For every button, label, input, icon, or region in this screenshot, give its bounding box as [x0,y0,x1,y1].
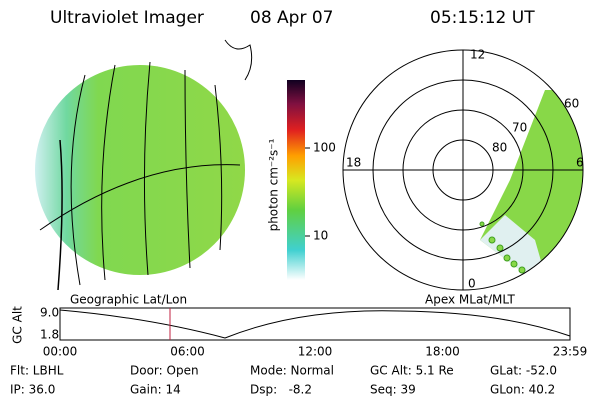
info-field: Gain: 14 [130,383,181,397]
mlt-label: 6 [576,156,584,170]
info-field: Dsp: -8.2 [250,383,312,397]
time: 05:15:12 UT [430,8,535,28]
timeline-ytick: 9.0 [40,306,59,320]
header: Ultraviolet Imager 08 Apr 07 05:15:12 UT [50,8,535,28]
info-field: GC Alt: 5.1 Re [370,364,454,378]
info-field: Flt: LBHL [10,364,64,378]
colorbar-tick: 10 [313,229,328,243]
timeline-xtick: 23:59 [553,345,588,359]
info-panel: Flt: LBHL Door: Open Mode: Normal GC Alt: 5… [10,364,557,397]
date: 08 Apr 07 [250,8,333,28]
mlt-label: 18 [346,156,361,170]
timeline-ylabel: GC Alt [11,306,25,344]
polar-plot: 12 18 6 0 60 70 80 [342,48,584,291]
title: Ultraviolet Imager [50,8,204,28]
info-field: Seq: 39 [370,383,416,397]
mlt-label: 0 [468,277,476,291]
info-field: GLon: 40.2 [490,383,555,397]
timeline: GC Alt 9.0 1.8 00:00 06:00 12:00 18:00 23:59 [11,306,588,359]
timeline-ytick: 1.8 [40,328,59,342]
timeline-xtick: 00:00 [43,345,78,359]
panel-label: Geographic Lat/Lon [70,293,187,307]
mlat-label: 80 [492,141,507,155]
panel-label: Apex MLat/MLT [425,293,515,307]
colorbar-tick: 100 [313,141,336,155]
info-field: GLat: -52.0 [490,364,557,378]
mlt-label: 12 [470,48,485,62]
mlat-label: 60 [564,97,579,111]
timeline-xtick: 12:00 [298,345,333,359]
info-field: IP: 36.0 [10,383,55,397]
globe-image [35,39,253,291]
info-field: Mode: Normal [250,364,334,378]
timeline-xtick: 18:00 [425,345,460,359]
colorbar-label: photon cm⁻²s⁻¹ [267,138,281,231]
colorbar: 100 10 photon cm⁻²s⁻¹ [267,80,336,280]
mlat-label: 70 [512,121,527,135]
timeline-xtick: 06:00 [170,345,205,359]
info-field: Door: Open [130,364,199,378]
